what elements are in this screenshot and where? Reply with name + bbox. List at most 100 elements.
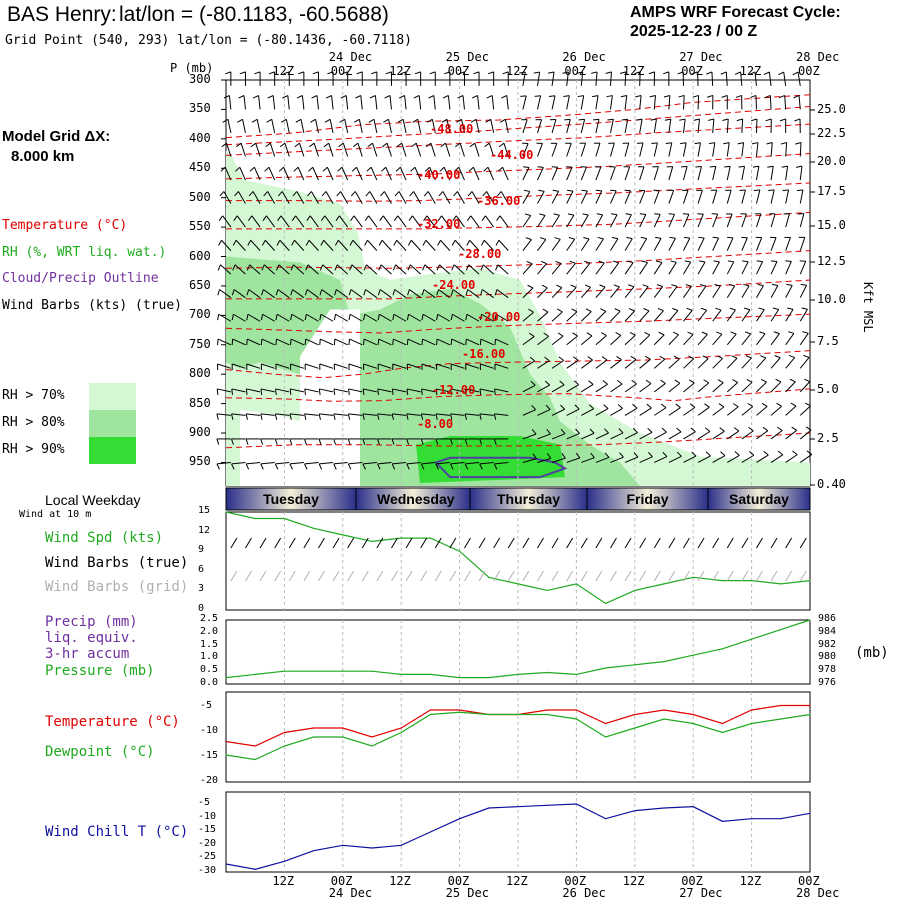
wind-barb xyxy=(770,261,778,275)
wind-barb xyxy=(322,264,334,275)
wind-barb xyxy=(712,166,717,181)
rh70-swatch xyxy=(89,383,136,410)
wind-barb xyxy=(321,289,334,299)
wind-barb-flag xyxy=(620,95,627,98)
wind-barb-flag xyxy=(464,413,467,420)
wind-barb-flag xyxy=(260,314,264,321)
wind-barb-flag xyxy=(578,118,585,121)
wind-barb-flag xyxy=(391,413,394,420)
weekday-label: Friday xyxy=(626,491,669,507)
wind-barb-flag xyxy=(260,388,263,395)
wind-barb xyxy=(342,143,349,157)
wind-barb xyxy=(402,119,407,134)
wind-barb-flag xyxy=(437,239,441,246)
wind-barb-flag xyxy=(397,118,404,123)
wind-barb-flag xyxy=(298,71,305,75)
bottom-date-tick: 26 Dec xyxy=(562,886,606,900)
wind-barb xyxy=(450,413,465,416)
wind-barb-flag xyxy=(377,339,380,346)
temp-contour-7 xyxy=(226,279,811,300)
wind-barb-flag xyxy=(525,237,532,241)
kft-tick: 22.5 xyxy=(817,126,846,140)
wind-barb-flag xyxy=(250,142,257,148)
wind-barb xyxy=(522,360,536,369)
wind-barb-flag xyxy=(628,308,635,312)
surface-wind-barb xyxy=(376,537,384,549)
bottom-hour-tick: 00Z xyxy=(681,874,703,888)
wind-barb-flag xyxy=(804,378,811,383)
wind-barb-flag xyxy=(249,166,255,172)
kft-tick: 7.5 xyxy=(817,334,839,348)
wind-barb-flag xyxy=(727,260,734,263)
wind-barb xyxy=(682,166,688,181)
wind-barb xyxy=(373,119,378,134)
wind-barb xyxy=(386,143,392,157)
wind-barb xyxy=(363,388,377,393)
wind-barb xyxy=(362,413,377,416)
top-hour-tick: 12Z xyxy=(739,64,762,78)
wind-barb-flag xyxy=(616,356,622,361)
wind-barb-flag xyxy=(495,264,499,271)
wind-barb xyxy=(595,71,598,86)
wind-barb xyxy=(522,215,532,228)
surface-wind-barb xyxy=(683,537,690,549)
wind-barb-flag xyxy=(658,331,665,336)
wind-barb xyxy=(379,313,392,322)
wind-barb-flag xyxy=(764,94,771,99)
wind-barb-flag xyxy=(377,314,380,321)
wind-speed-line-point xyxy=(751,580,753,582)
wind-barb xyxy=(726,213,733,228)
wind-barb xyxy=(392,461,407,465)
wind-barb-flag xyxy=(291,239,295,246)
wind-barb xyxy=(668,310,679,322)
wind-barb xyxy=(551,384,565,393)
wind-barb-flag xyxy=(274,463,279,470)
wind-barb xyxy=(769,95,772,110)
wind-barb xyxy=(740,71,743,86)
grid-wind-barb xyxy=(610,570,617,582)
bottom-hour-tick: 12Z xyxy=(389,874,411,888)
wind-barb xyxy=(451,338,465,346)
wind-barb-flag xyxy=(235,166,241,172)
wind-barb-flag xyxy=(264,166,270,172)
pressure-tick: 450 xyxy=(189,160,211,175)
wind-barb-flag xyxy=(454,166,460,172)
model-grid-label: Model Grid ΔX: xyxy=(2,128,111,145)
wind-barb-flag xyxy=(704,427,711,432)
wind-barb-flag xyxy=(753,189,760,191)
wind-barb-flag xyxy=(619,452,624,458)
wind-barb xyxy=(328,143,334,157)
wind-speed-line-point xyxy=(429,537,431,539)
wind-barb xyxy=(697,237,705,251)
wind-chill-line-point xyxy=(692,806,694,808)
wind-barb-flag xyxy=(528,308,534,313)
wind-barb-flag xyxy=(768,189,775,192)
kft-tick: 10.0 xyxy=(817,292,846,306)
wind-barb xyxy=(741,333,752,346)
wind-barb xyxy=(326,167,334,181)
wind-barb xyxy=(610,286,620,299)
wind-barb-flag xyxy=(603,404,609,409)
wind-barb-flag xyxy=(651,142,658,144)
wind-barb-flag xyxy=(795,142,802,145)
wind-barb-flag xyxy=(532,453,537,459)
wind-barb xyxy=(217,388,231,393)
wind-barb xyxy=(711,71,714,86)
wind-barb xyxy=(260,461,275,465)
wind-barb xyxy=(482,289,494,299)
wind-barb-flag xyxy=(548,71,555,74)
wind-chill-line-point xyxy=(342,844,344,846)
wind-barb xyxy=(306,313,319,322)
wind-barb-flag xyxy=(307,191,312,197)
wind-barb xyxy=(683,406,696,416)
wind-barb-flag xyxy=(380,191,385,197)
wind-barb-flag xyxy=(766,142,773,145)
wind-barb xyxy=(393,313,407,322)
wind-barb-flag xyxy=(247,239,252,246)
surface-wind-barb xyxy=(420,537,428,549)
wind-barb-flag xyxy=(729,307,736,311)
wind-barb xyxy=(227,119,232,134)
wind-barb-flag xyxy=(553,213,560,216)
wind-barb-flag xyxy=(366,166,372,172)
wind-barb xyxy=(668,358,680,369)
